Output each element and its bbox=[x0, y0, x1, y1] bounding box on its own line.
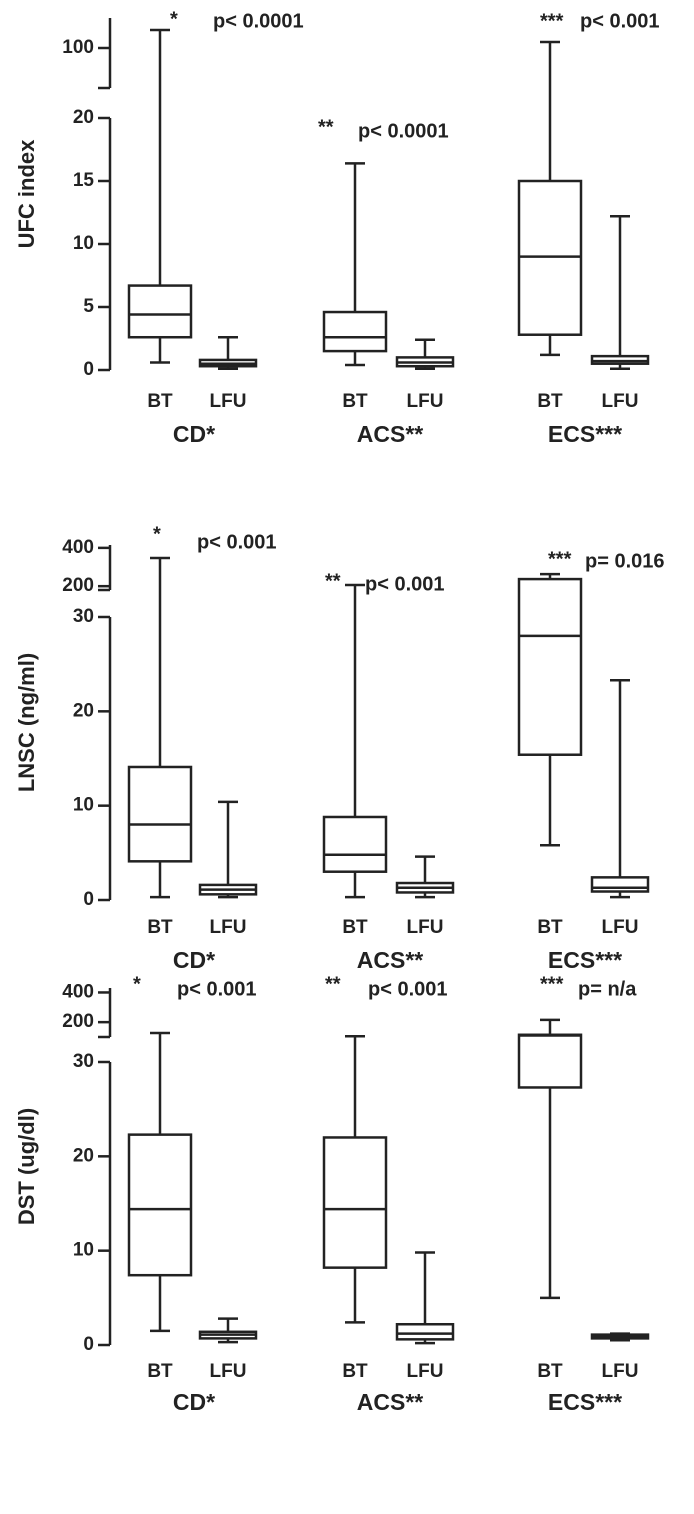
significance-stars: ** bbox=[325, 570, 341, 592]
box bbox=[517, 577, 583, 756]
box bbox=[590, 354, 650, 365]
box bbox=[590, 876, 650, 893]
p-value: p< 0.001 bbox=[365, 573, 445, 595]
x-tick-label: LFU bbox=[210, 391, 247, 412]
group-label: ECS*** bbox=[548, 947, 622, 973]
group-label: ACS** bbox=[357, 947, 424, 973]
y-tick-label: 10 bbox=[73, 1240, 94, 1261]
significance-stars: *** bbox=[540, 10, 564, 32]
x-tick-label: BT bbox=[537, 1361, 563, 1382]
p-value: p< 0.001 bbox=[580, 10, 660, 32]
x-tick-label: LFU bbox=[407, 391, 444, 412]
p-value: p< 0.001 bbox=[177, 978, 257, 1000]
x-tick-label: BT bbox=[342, 917, 368, 938]
significance-stars: *** bbox=[548, 548, 572, 570]
y-tick-label: 0 bbox=[83, 359, 94, 380]
y-tick-label: 15 bbox=[73, 170, 95, 191]
x-tick-label: LFU bbox=[210, 1361, 247, 1382]
x-tick-label: LFU bbox=[602, 917, 639, 938]
y-tick-label: 10 bbox=[73, 795, 94, 816]
box bbox=[322, 815, 388, 873]
box bbox=[517, 1033, 583, 1089]
group-label: CD* bbox=[173, 421, 215, 447]
box bbox=[322, 310, 388, 353]
significance-stars: ** bbox=[318, 116, 334, 138]
significance-stars: *** bbox=[540, 973, 564, 995]
group-label: ACS** bbox=[357, 421, 424, 447]
x-tick-label: BT bbox=[147, 917, 173, 938]
y-tick-label: 200 bbox=[62, 1011, 94, 1032]
x-tick-label: LFU bbox=[602, 391, 639, 412]
y-axis-label: LNSC (ng/ml) bbox=[14, 653, 39, 792]
y-tick-label: 30 bbox=[73, 606, 94, 627]
group-label: CD* bbox=[173, 1389, 215, 1415]
p-value: p= n/a bbox=[578, 978, 637, 1000]
p-value: p< 0.0001 bbox=[358, 120, 449, 142]
group-label: ACS** bbox=[357, 1389, 424, 1415]
box bbox=[127, 765, 193, 863]
x-tick-label: BT bbox=[147, 1361, 173, 1382]
significance-stars: * bbox=[170, 8, 178, 30]
x-tick-label: LFU bbox=[407, 1361, 444, 1382]
p-value: p< 0.0001 bbox=[213, 10, 304, 32]
group-label: CD* bbox=[173, 947, 215, 973]
y-axis-label: DST (ug/dl) bbox=[14, 1108, 39, 1225]
y-tick-label: 100 bbox=[62, 37, 94, 58]
y-tick-label: 400 bbox=[62, 981, 94, 1002]
x-tick-label: BT bbox=[342, 391, 368, 412]
box bbox=[322, 1136, 388, 1269]
box bbox=[395, 1322, 455, 1341]
significance-stars: ** bbox=[325, 973, 341, 995]
y-tick-label: 20 bbox=[73, 107, 94, 128]
p-value: p= 0.016 bbox=[585, 550, 665, 572]
y-tick-label: 0 bbox=[83, 889, 94, 910]
x-tick-label: BT bbox=[147, 391, 173, 412]
y-tick-label: 5 bbox=[83, 296, 94, 317]
x-tick-label: LFU bbox=[210, 917, 247, 938]
y-tick-label: 10 bbox=[73, 233, 94, 254]
significance-stars: * bbox=[133, 973, 141, 995]
y-tick-label: 400 bbox=[62, 537, 94, 558]
x-tick-label: BT bbox=[342, 1361, 368, 1382]
significance-stars: * bbox=[153, 523, 161, 545]
y-axis-label: UFC index bbox=[14, 139, 39, 249]
p-value: p< 0.001 bbox=[197, 531, 277, 553]
box bbox=[127, 284, 193, 339]
x-tick-label: BT bbox=[537, 917, 563, 938]
y-tick-label: 0 bbox=[83, 1334, 94, 1355]
x-tick-label: BT bbox=[537, 391, 563, 412]
y-tick-label: 20 bbox=[73, 1145, 94, 1166]
y-tick-label: 200 bbox=[62, 575, 94, 596]
box bbox=[127, 1133, 193, 1277]
x-tick-label: LFU bbox=[602, 1361, 639, 1382]
y-tick-label: 30 bbox=[73, 1051, 94, 1072]
y-tick-label: 20 bbox=[73, 700, 94, 721]
p-value: p< 0.001 bbox=[368, 978, 448, 1000]
x-tick-label: LFU bbox=[407, 917, 444, 938]
box bbox=[517, 179, 583, 336]
group-label: ECS*** bbox=[548, 1389, 622, 1415]
group-label: ECS*** bbox=[548, 421, 622, 447]
